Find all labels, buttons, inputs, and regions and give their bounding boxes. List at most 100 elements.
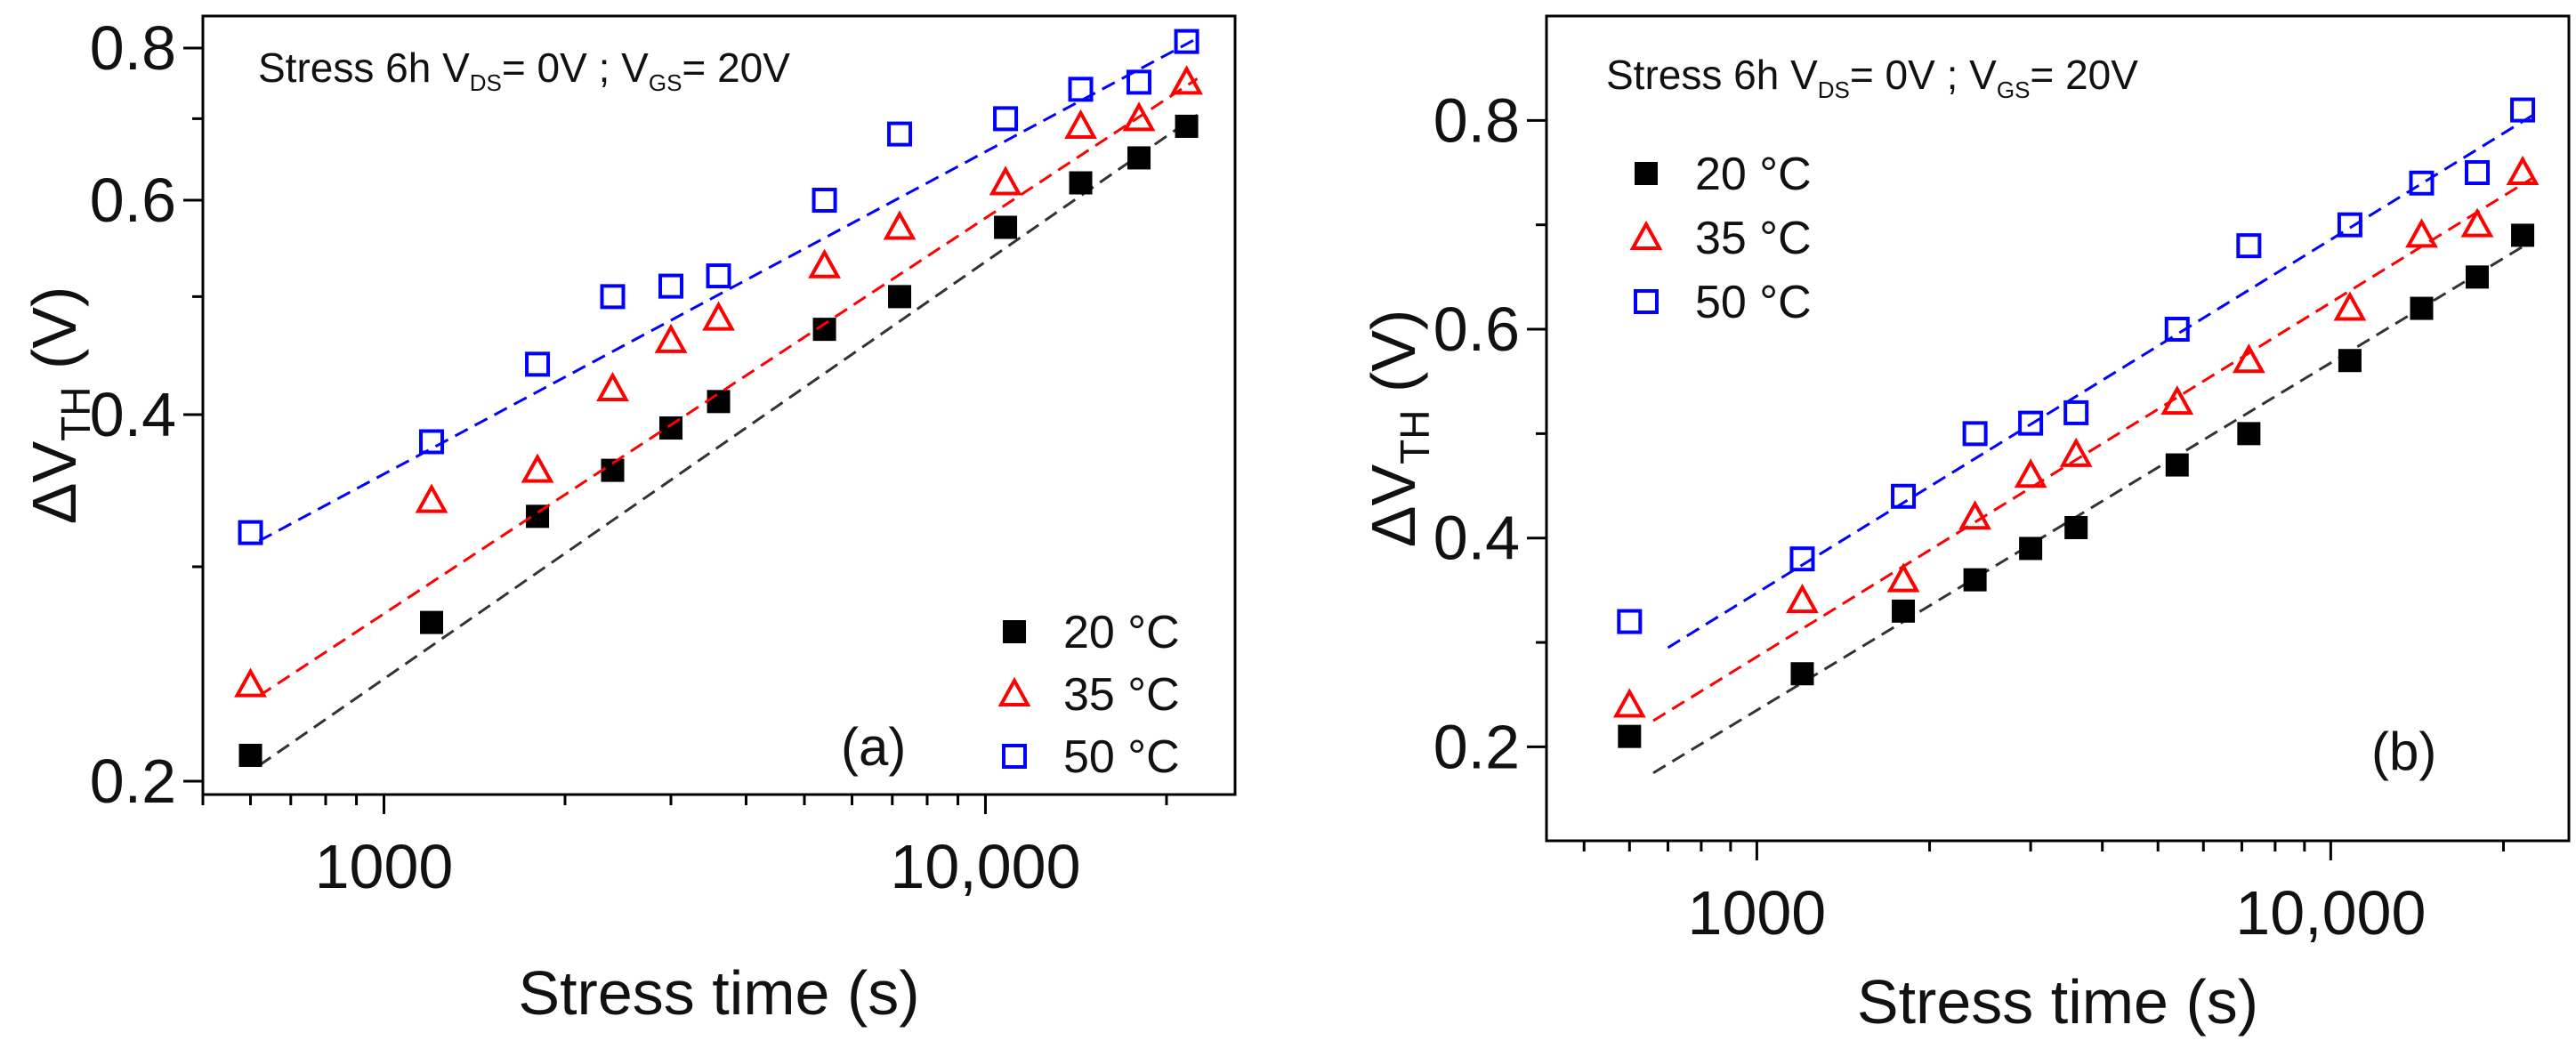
data-point: [2018, 410, 2044, 436]
y-title-unit: (V): [20, 286, 89, 387]
data-point: [2232, 343, 2265, 374]
x-tick-label: 1000: [1688, 878, 1827, 948]
data-point: [1891, 483, 1917, 509]
data-point: [1789, 546, 1815, 572]
data-point: [2511, 223, 2535, 247]
data-point: [989, 165, 1022, 196]
x-tick-label: 1000: [315, 832, 454, 901]
fit-line: [1652, 176, 2534, 722]
series-20C: 20 °C: [1618, 149, 2535, 775]
data-point: [2464, 160, 2490, 186]
y-tick-label: 0.6: [1433, 295, 1520, 364]
series-35C: 35 °C: [1612, 155, 2540, 722]
y-axis-title: ΔVTH (V): [20, 286, 99, 525]
data-point: [1962, 421, 1988, 447]
annot-text: Stress 6h V: [1606, 52, 1818, 98]
data-point: [525, 351, 551, 377]
data-point: [1068, 77, 1094, 102]
annot-sub-ds: DS: [1818, 77, 1850, 103]
data-point: [1122, 101, 1156, 132]
data-point: [600, 284, 626, 310]
data-point: [1892, 599, 1916, 623]
data-point: [2237, 422, 2261, 446]
legend-label: 35 °C: [1695, 213, 1812, 264]
y-tick-label: 0.8: [1433, 85, 1520, 155]
data-point: [2160, 385, 2194, 416]
data-point: [415, 483, 448, 513]
fit-line: [258, 36, 1199, 543]
data-point: [2506, 155, 2540, 186]
stress-condition-annotation: Stress 6h VDS= 0V ; VGS= 20V: [258, 44, 790, 96]
data-point: [2465, 265, 2489, 289]
stress-condition-annotation: Stress 6h VDS= 0V ; VGS= 20V: [1606, 52, 2138, 103]
x-tick-label: 10,000: [890, 832, 1080, 901]
annot-end: = 20V: [2030, 52, 2138, 98]
series-50C: 50 °C: [1617, 97, 2536, 650]
data-point: [707, 390, 731, 414]
legend-label: 20 °C: [1695, 149, 1812, 200]
legend-marker: [997, 676, 1031, 706]
legend-label: 50 °C: [1695, 277, 1812, 328]
panel-label: (b): [2371, 722, 2436, 781]
data-point: [420, 610, 444, 634]
data-point: [238, 520, 263, 545]
legend-marker: [1003, 620, 1026, 643]
series-35C: 35 °C: [234, 65, 1203, 721]
y-tick-label: 0.8: [90, 13, 176, 83]
data-point: [238, 743, 262, 767]
plot-frame: [201, 14, 1237, 796]
data-point: [2510, 97, 2536, 123]
data-point: [883, 210, 917, 240]
plot-frame: [1545, 14, 2571, 843]
data-point: [2014, 458, 2047, 488]
data-point: [1790, 662, 1814, 686]
data-point: [1127, 146, 1151, 170]
data-point: [887, 121, 913, 147]
y-title-sub: TH: [52, 386, 99, 440]
y-tick-label: 0.4: [1433, 504, 1520, 573]
y-title-main: ΔV: [1359, 464, 1428, 548]
x-axis-title: Stress time (s): [1857, 967, 2258, 1037]
fit-line: [1652, 239, 2534, 775]
annot-sub-ds: DS: [470, 69, 502, 96]
data-point: [993, 106, 1019, 132]
series-20C: 20 °C: [238, 113, 1199, 767]
data-point: [994, 215, 1018, 239]
data-point: [2337, 212, 2362, 238]
data-point: [2165, 453, 2189, 477]
data-point: [1174, 28, 1199, 54]
data-point: [2059, 437, 2093, 467]
series-50C: 50 °C: [238, 28, 1199, 783]
y-tick-label: 0.2: [90, 746, 176, 816]
data-point: [2338, 349, 2362, 373]
y-axis-title: ΔVTH (V): [1359, 310, 1438, 548]
data-point: [2460, 207, 2494, 238]
data-point: [1886, 562, 1920, 593]
legend-marker: [1002, 744, 1027, 769]
data-point: [2063, 399, 2089, 425]
annot-mid: = 0V ; V: [502, 44, 649, 91]
data-point: [2064, 515, 2088, 539]
x-axis-title: Stress time (s): [518, 958, 919, 1028]
data-point: [1170, 65, 1203, 95]
panel-a: 1000 10,000 0.2 0.4 0.6 0.8 Stress time (s) ΔVT…: [20, 13, 1237, 1028]
data-point: [1786, 583, 1819, 614]
data-point: [2164, 317, 2190, 343]
data-point: [2236, 233, 2262, 259]
y-title-sub: TH: [1392, 409, 1438, 464]
y-title-unit: (V): [1359, 310, 1428, 410]
legend-marker: [1629, 220, 1663, 250]
y-tick-label: 0.6: [90, 165, 176, 235]
data-point: [706, 263, 731, 289]
data-point: [808, 248, 841, 278]
legend-label: 50 °C: [1063, 731, 1180, 783]
y-title-main: ΔV: [20, 441, 89, 525]
data-point: [1617, 609, 1643, 634]
data-point: [658, 273, 684, 299]
data-point: [1963, 568, 1987, 592]
data-point: [2409, 170, 2435, 196]
data-point: [419, 429, 445, 455]
data-point: [659, 416, 683, 440]
legend-marker: [1635, 162, 1658, 185]
